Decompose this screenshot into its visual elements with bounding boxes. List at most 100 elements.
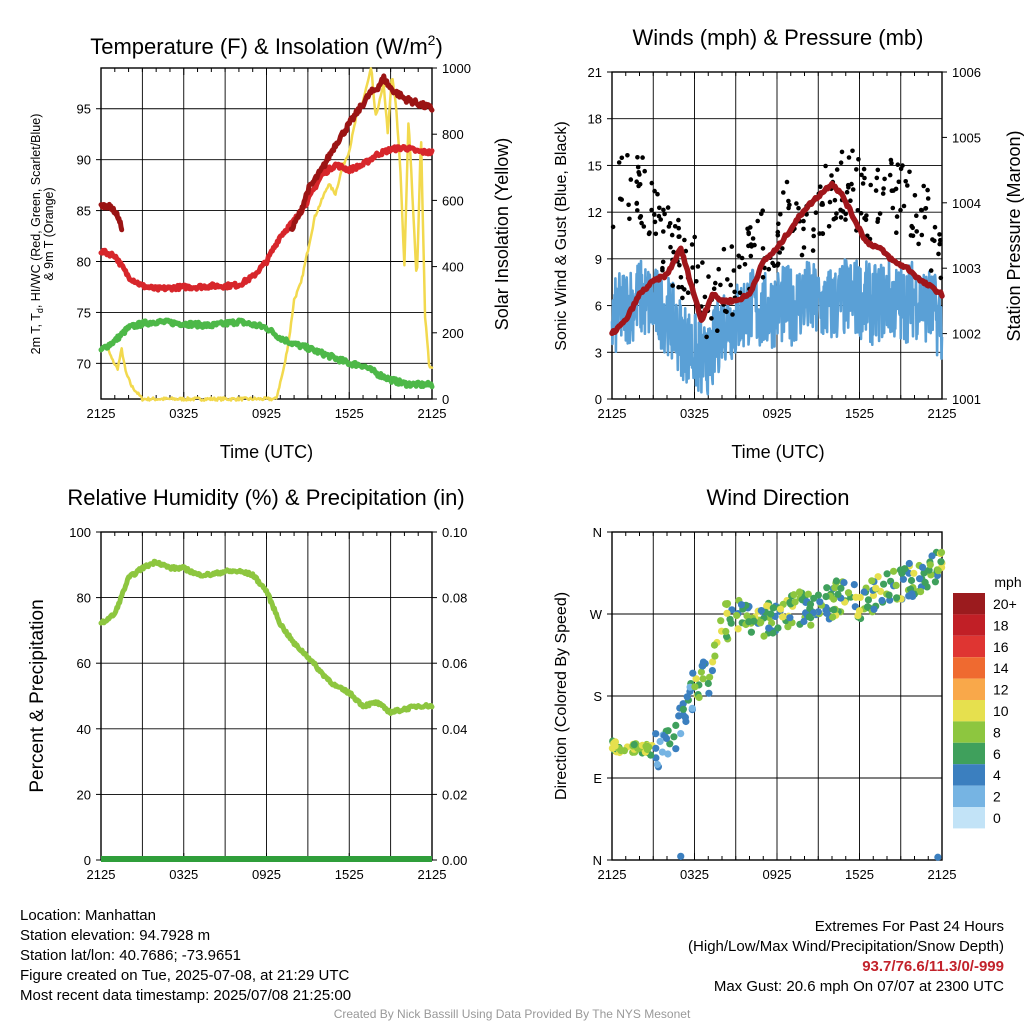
gust-point (635, 164, 641, 170)
temperature-line (98, 144, 435, 293)
gust-point (694, 279, 699, 284)
gust-point (711, 286, 717, 292)
legend-swatch (953, 785, 985, 807)
direction-point (905, 559, 913, 568)
gust-point (875, 219, 880, 224)
gust-point (760, 275, 766, 280)
gust-point (722, 308, 728, 314)
gust-point (834, 211, 839, 216)
direction-point (710, 641, 719, 649)
gust-point (874, 175, 880, 181)
temp-y2-tick-label: 0 (442, 392, 449, 407)
gust-point (914, 213, 919, 218)
gust-point (672, 224, 678, 229)
gust-point (799, 252, 805, 258)
gust-point (755, 218, 760, 224)
rh-x-tick-label: 0325 (169, 867, 198, 882)
direction-point (743, 612, 751, 620)
wind-y2-axis-label: Station Pressure (Maroon) (1004, 130, 1024, 341)
gust-point (636, 183, 641, 189)
dir-y-tick-label: N (593, 853, 602, 868)
gust-point (925, 187, 930, 193)
rh-x-tick-label: 1525 (335, 867, 364, 882)
direction-point (786, 598, 794, 607)
rh-y2-tick-label: 0.10 (442, 525, 467, 540)
gust-point (937, 232, 942, 237)
direction-point (829, 613, 837, 621)
gust-point (709, 316, 714, 321)
gust-point (736, 253, 741, 259)
gust-point (662, 211, 667, 217)
gust-point (890, 205, 896, 211)
gust-point (794, 201, 799, 206)
gust-point (676, 284, 681, 290)
direction-point (704, 679, 712, 688)
direction-point (708, 667, 717, 675)
rh-y-tick-label: 60 (77, 656, 91, 671)
rh-y-tick-label: 100 (69, 525, 91, 540)
direction-point (937, 548, 946, 557)
speed-legend (953, 593, 985, 829)
gust-point (820, 200, 825, 206)
gust-point (665, 205, 671, 210)
direction-point (834, 590, 842, 599)
direction-point (688, 704, 696, 712)
legend-label: 2 (993, 789, 1001, 805)
direction-point (723, 609, 731, 617)
dir-x-tick-label: 1525 (845, 867, 874, 882)
gust-point (656, 213, 662, 219)
gust-point (801, 226, 806, 232)
gust-point (811, 227, 816, 232)
gust-point (670, 283, 675, 288)
pressure-line (609, 180, 945, 337)
direction-point (757, 607, 765, 615)
direction-point (677, 730, 685, 738)
direction-point (699, 658, 708, 666)
station-info: Location: Manhattan Station elevation: 9… (20, 906, 351, 1006)
wind-y-tick-label: 15 (588, 158, 602, 173)
gust-point (700, 260, 705, 265)
gust-point (864, 213, 869, 218)
direction-point (870, 605, 878, 613)
direction-point (656, 737, 664, 746)
legend-swatch (953, 700, 985, 722)
temp-title: Temperature (F) & Insolation (W/m2) (90, 32, 443, 59)
gust-point (706, 274, 711, 279)
direction-point (727, 619, 735, 627)
legend-label: 8 (993, 724, 1001, 740)
gust-point (685, 290, 691, 296)
elevation-text: Station elevation: 94.7928 m (20, 927, 211, 944)
direction-point (791, 598, 799, 606)
gust-point (610, 224, 616, 230)
gust-point (925, 196, 931, 201)
temp-y-tick-label: 95 (77, 102, 91, 117)
gust-point (641, 224, 647, 229)
extremes-title: Extremes For Past 24 Hours (814, 918, 1004, 935)
gust-point (671, 249, 676, 255)
gust-point (895, 162, 901, 167)
legend-label: 20+ (993, 596, 1017, 612)
gust-point (702, 294, 708, 300)
gust-point (846, 155, 852, 160)
dir-x-tick-label: 0325 (680, 867, 709, 882)
direction-point (683, 693, 691, 701)
gust-point (678, 275, 684, 280)
gust-point (896, 179, 902, 185)
direction-point (832, 577, 841, 585)
gust-point (750, 236, 756, 241)
gust-point (739, 255, 745, 261)
rh-gridlines (101, 532, 432, 860)
latlon-text: Station lat/lon: 40.7686; -73.9651 (20, 947, 242, 964)
rh-x-tick-label: 0925 (252, 867, 281, 882)
direction-point (890, 567, 898, 575)
gust-point (729, 244, 735, 249)
dir-y-tick-label: S (593, 689, 602, 704)
gust-point (898, 207, 903, 213)
gust-point (820, 231, 826, 237)
gust-point (653, 231, 659, 237)
gust-point (737, 264, 742, 270)
gust-point (863, 217, 869, 223)
gust-point (860, 181, 866, 186)
temp-y-tick-label: 90 (77, 153, 91, 168)
direction-point (711, 652, 719, 660)
